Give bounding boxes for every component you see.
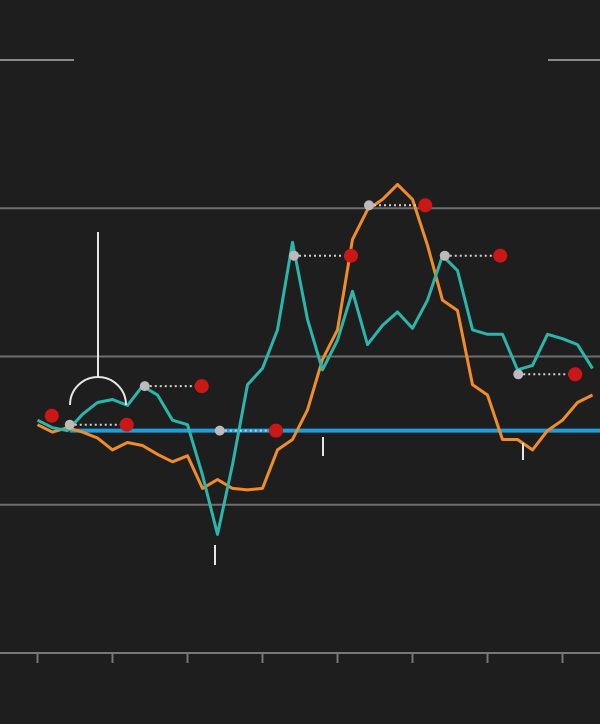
gray-point — [364, 200, 374, 211]
red-point — [194, 379, 209, 394]
red-point — [119, 417, 134, 432]
red-point — [44, 408, 59, 423]
gray-point — [439, 250, 450, 261]
grid — [0, 207, 600, 663]
plot — [36, 183, 600, 536]
red-point — [418, 198, 433, 213]
series-line — [36, 240, 594, 536]
gray-point — [139, 381, 150, 392]
red-point — [344, 248, 358, 263]
annotation-bracket — [69, 376, 127, 406]
annotations — [69, 232, 524, 565]
red-point — [269, 423, 283, 438]
gray-point — [64, 419, 75, 430]
gray-point — [214, 425, 225, 436]
gray-point — [513, 369, 524, 380]
red-point — [493, 248, 508, 263]
red-point — [568, 367, 583, 382]
series-line — [36, 183, 594, 492]
gray-point — [289, 250, 299, 261]
